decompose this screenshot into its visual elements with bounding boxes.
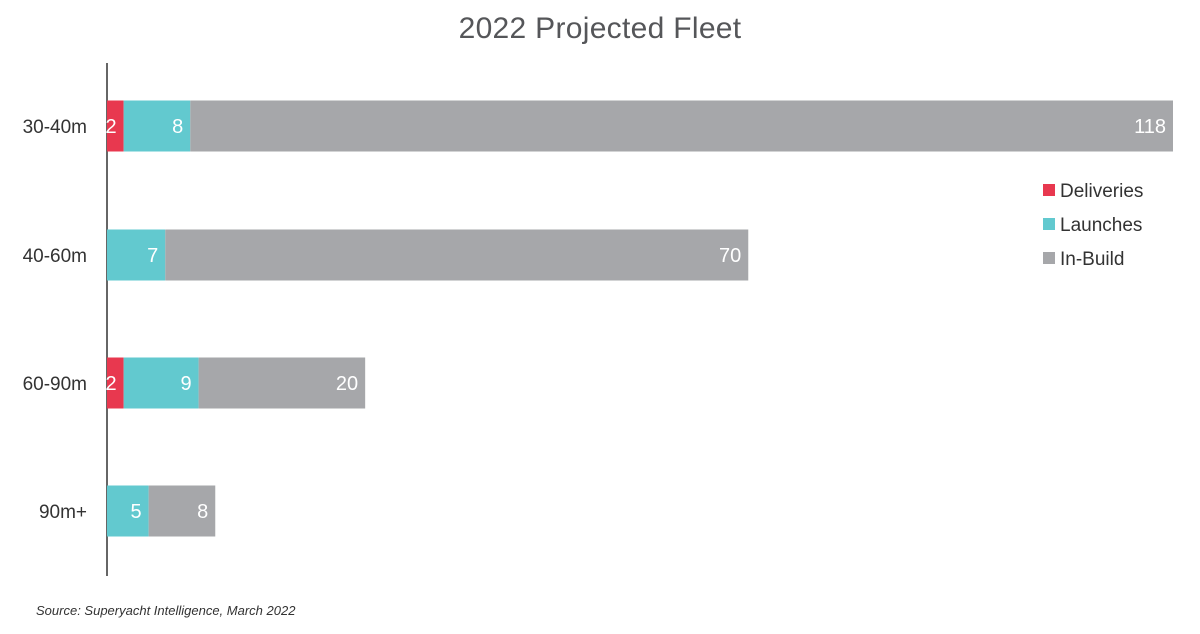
bar-launches	[123, 357, 199, 409]
data-label: 2	[106, 373, 117, 395]
data-label: 5	[131, 501, 142, 523]
category-label: 30-40m	[23, 117, 87, 138]
chart-title: 2022 Projected Fleet	[458, 12, 742, 45]
legend-label: Launches	[1060, 215, 1142, 236]
legend-swatch	[1043, 218, 1055, 230]
legend-label: Deliveries	[1060, 181, 1143, 202]
bar-in-build	[148, 485, 216, 537]
data-label: 70	[719, 245, 741, 267]
bar-deliveries	[107, 357, 124, 409]
legend-label: In-Build	[1060, 249, 1124, 270]
legend-swatch	[1043, 252, 1055, 264]
source-note: Source: Superyacht Intelligence, March 2…	[36, 603, 296, 618]
bar-launches	[123, 100, 191, 152]
bar-launches	[107, 485, 149, 537]
bar-in-build	[198, 357, 366, 409]
legend-swatch	[1043, 184, 1055, 196]
bars-layer	[107, 100, 1173, 537]
bar-launches	[107, 229, 166, 281]
data-label: 2	[106, 116, 117, 138]
category-label: 40-60m	[23, 246, 87, 267]
bar-deliveries	[107, 100, 124, 152]
labels-layer: 30-40m 2 8 118 40-60m 7 70 60-90m 2 9 20 90m+ 5 8	[23, 116, 1166, 523]
bar-in-build	[190, 100, 1173, 152]
data-label: 9	[180, 373, 191, 395]
category-label: 60-90m	[23, 374, 87, 395]
legend: Deliveries Launches In-Build	[1043, 181, 1143, 270]
category-label: 90m+	[39, 502, 87, 523]
data-label: 8	[172, 116, 183, 138]
data-label: 7	[147, 245, 158, 267]
data-label: 118	[1134, 116, 1166, 138]
data-label: 8	[197, 501, 208, 523]
bar-in-build	[165, 229, 749, 281]
data-label: 20	[336, 373, 358, 395]
